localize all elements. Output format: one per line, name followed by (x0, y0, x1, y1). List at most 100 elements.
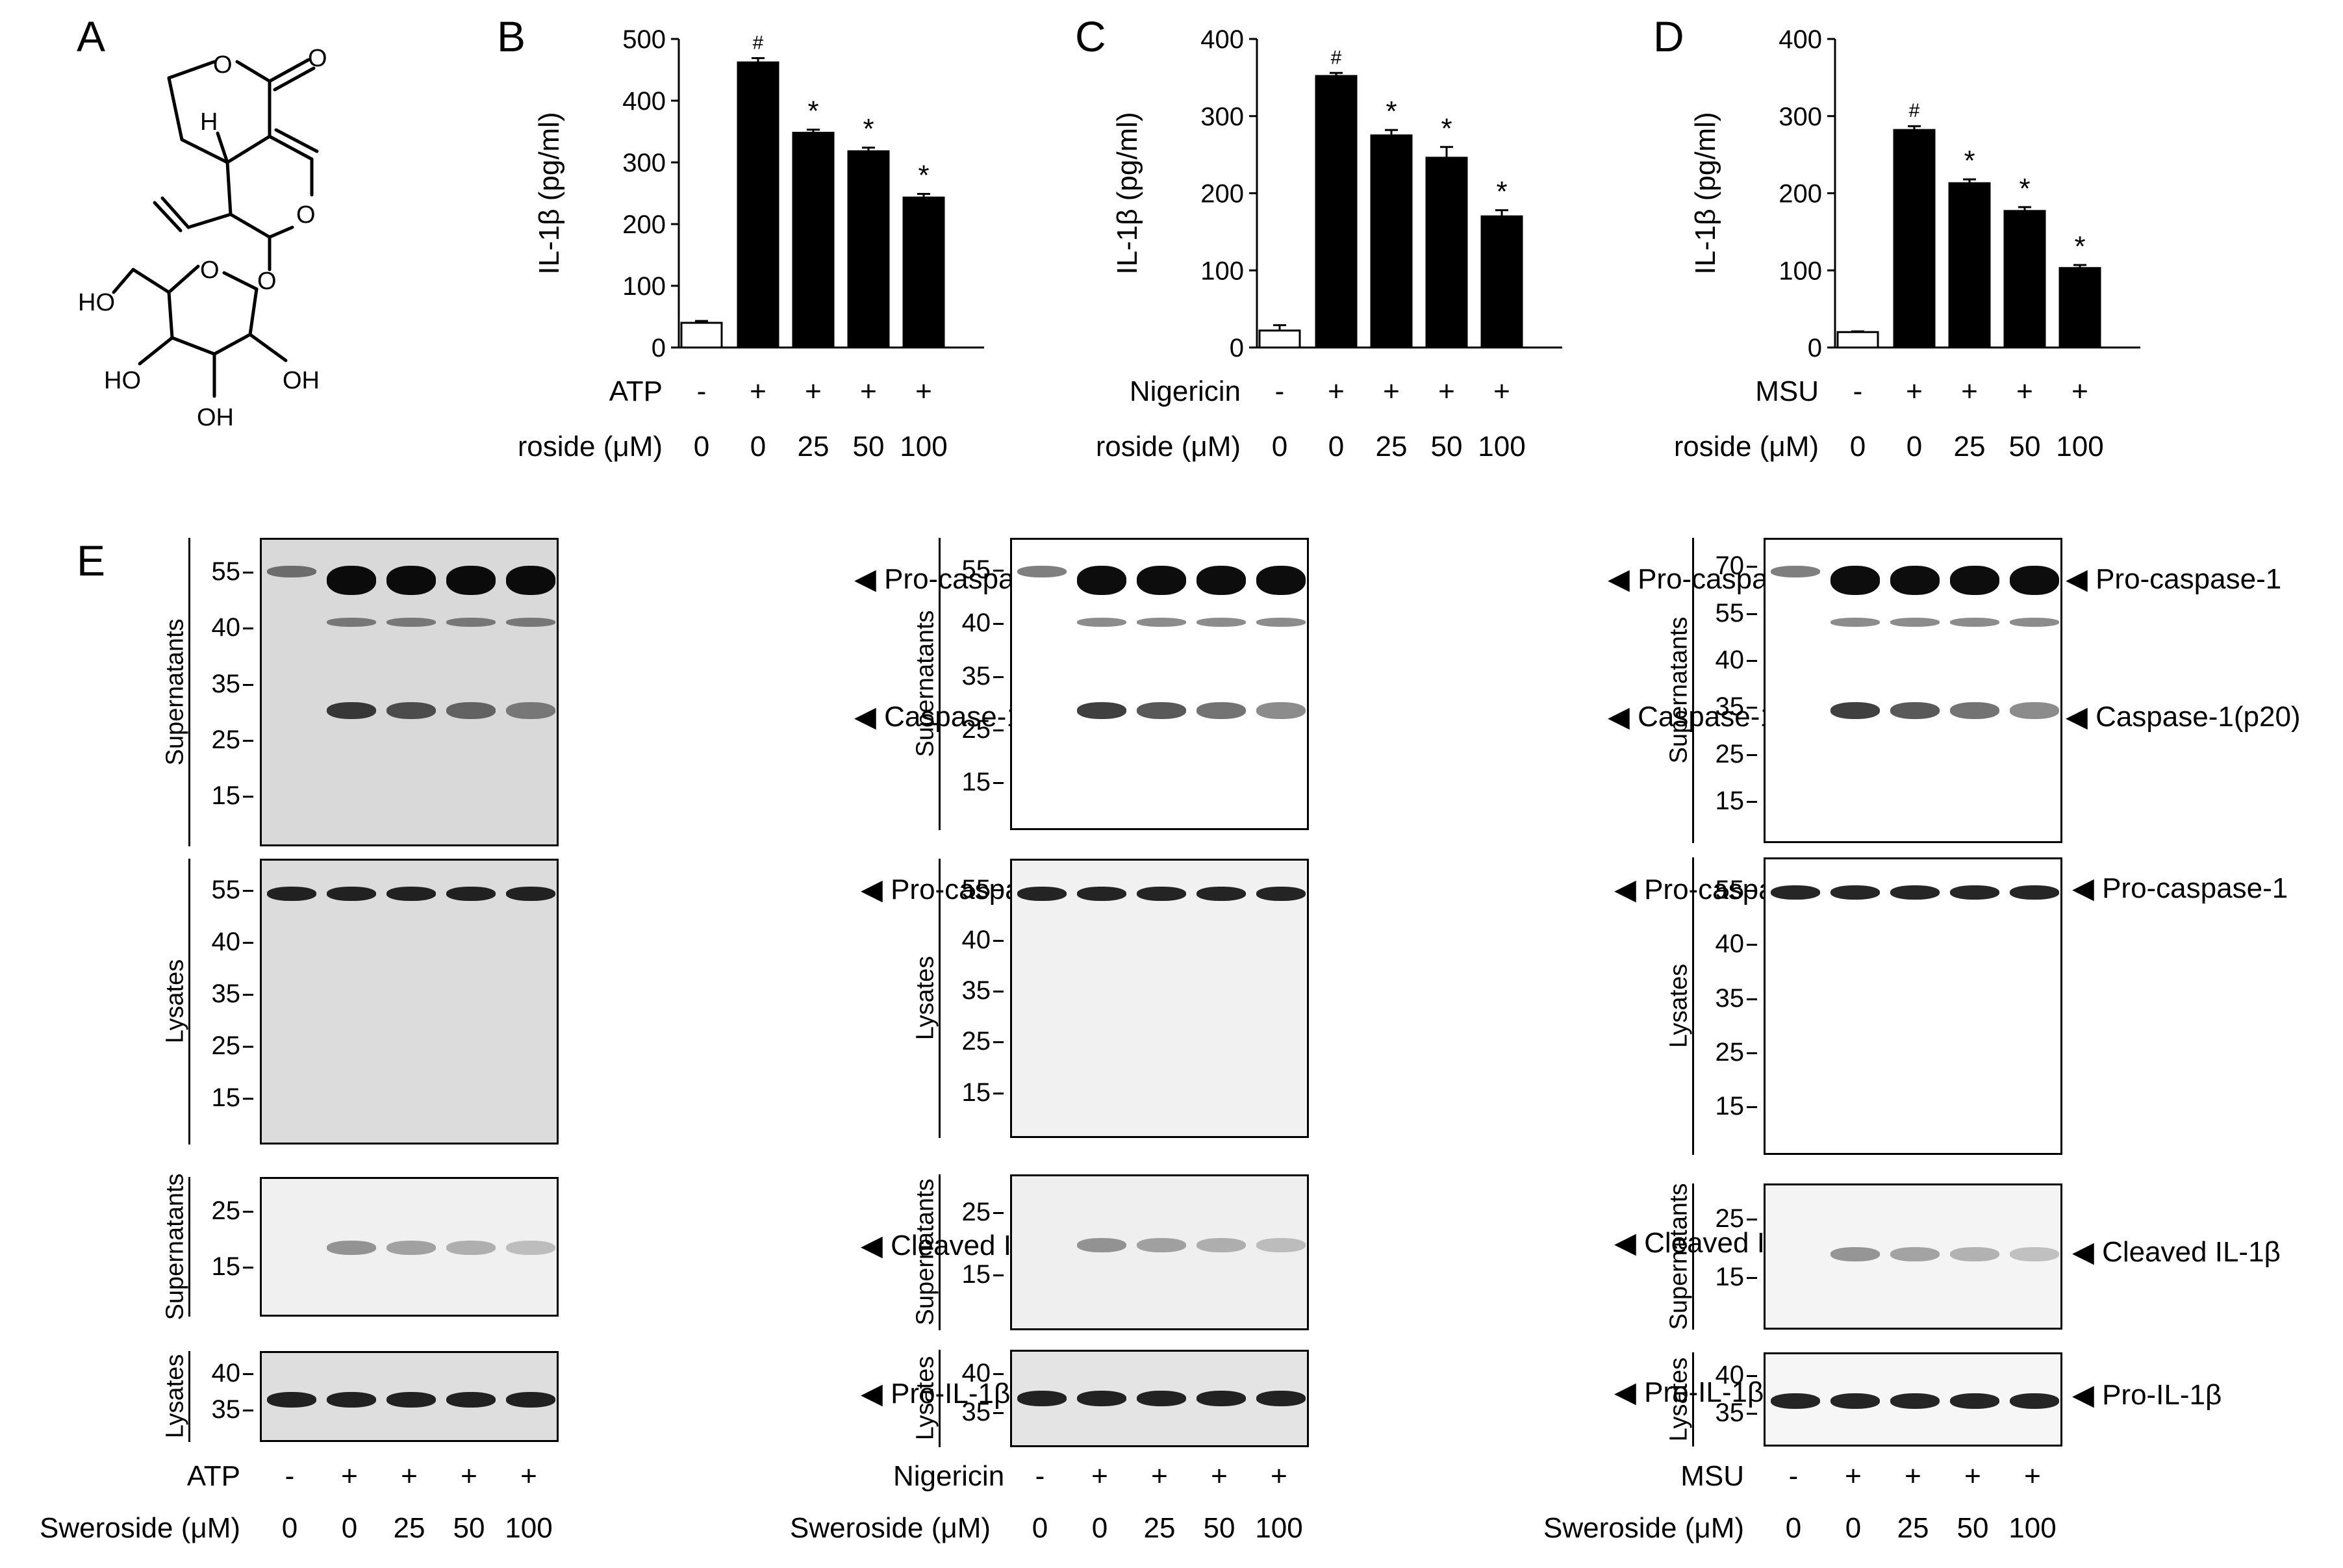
band-cleaved-il1b (1890, 1247, 1940, 1261)
dose-value: 25 (798, 431, 830, 462)
mw-marker: 40 (211, 613, 241, 642)
mw-tick (243, 1098, 253, 1100)
dose-value: 25 (1954, 431, 1986, 462)
band-pro-caspase-lysate (1830, 885, 1880, 900)
stimulus-label: Nigericin (1130, 375, 1241, 407)
mw-tick (243, 796, 253, 798)
bar (1258, 329, 1301, 349)
stimulus-sign: + (1151, 1460, 1168, 1492)
stimulus-sign: + (805, 375, 822, 407)
bar (680, 322, 723, 349)
y-tick-label: 200 (622, 210, 666, 239)
dose-value: 50 (1957, 1512, 1989, 1544)
y-tick-label: 400 (1200, 25, 1244, 54)
band-p20 (1256, 702, 1306, 719)
band-pro-caspase-lysate (506, 887, 555, 901)
band-minor (386, 618, 436, 627)
blot-lysate-caspase (1010, 859, 1309, 1138)
supernatants-label: Supernatants (911, 1178, 939, 1326)
band-pro-caspase-lysate (1890, 885, 1940, 900)
section-bracket (939, 1350, 941, 1447)
band-minor (2010, 618, 2059, 627)
stimulus-sign: + (915, 375, 932, 407)
stimulus-sign: + (2016, 375, 2033, 407)
mw-tick (993, 570, 1004, 572)
band-pro-caspase (446, 566, 496, 595)
y-tick-label: 100 (1200, 257, 1244, 285)
stimulus-sign: - (1275, 375, 1285, 407)
band-pro-il1b (1137, 1391, 1186, 1406)
y-tick-label: 200 (1200, 180, 1244, 209)
band-pro-il1b (386, 1392, 436, 1408)
band-pro-caspase-lysate (1137, 887, 1186, 901)
mw-marker: 40 (211, 1358, 241, 1387)
dose-value: 0 (1845, 1512, 1862, 1544)
section-bracket (1692, 1183, 1694, 1330)
y-tick-label: 100 (1779, 257, 1822, 285)
band-pro-il1b (1017, 1391, 1067, 1406)
mw-marker: 15 (1715, 1263, 1745, 1291)
band-pro-caspase (1771, 566, 1820, 577)
band-cleaved-il1b (2010, 1247, 2059, 1261)
mw-tick (243, 994, 253, 996)
blot-supernatant-il1b (1764, 1183, 2062, 1330)
band-cleaved-il1b (1197, 1238, 1246, 1252)
mw-tick (243, 571, 253, 574)
section-bracket (1692, 538, 1694, 843)
blot-lysate-il1b (260, 1351, 559, 1442)
significance-star: * (2074, 231, 2085, 262)
mw-marker: 25 (1715, 1204, 1745, 1233)
band-pro-caspase (506, 566, 555, 595)
section-bracket (188, 1351, 190, 1442)
mw-marker: 35 (1715, 1398, 1745, 1427)
mw-marker: 15 (211, 1083, 241, 1112)
significance-star: * (2019, 173, 2030, 205)
y-axis-label: IL-1β (pg/ml) (1111, 112, 1143, 274)
significance-star: * (807, 95, 818, 127)
band-pro-caspase (1137, 566, 1186, 595)
struct-oh-right: OH (283, 367, 320, 394)
mw-tick (993, 782, 1004, 785)
panel-label-c: C (1075, 12, 1106, 60)
stimulus-sign: + (401, 1460, 418, 1492)
bar (792, 131, 835, 349)
band-cleaved-il1b (386, 1241, 436, 1255)
dose-value: 50 (1203, 1512, 1235, 1544)
arrow-pro-caspase: ◀ Pro-caspase-1 (2066, 563, 2282, 595)
band-cleaved-il1b (506, 1241, 555, 1255)
band-pro-il1b (267, 1392, 316, 1408)
stimulus-label: MSU (1680, 1460, 1744, 1492)
blot-lysate-caspase (1764, 857, 2062, 1155)
panel-label-b: B (497, 12, 526, 60)
stimulus-sign: - (697, 375, 707, 407)
band-p20 (327, 702, 376, 719)
mw-tick (1747, 998, 1757, 1000)
band-p20 (1197, 702, 1246, 719)
mw-marker: 40 (1715, 929, 1745, 959)
stimulus-label: MSU (1755, 375, 1819, 407)
struct-pyran-o: O (296, 201, 316, 229)
band-minor (1256, 618, 1306, 627)
mw-tick (243, 1372, 253, 1375)
significance-star: * (1964, 145, 1975, 177)
mw-marker: 25 (211, 1031, 241, 1060)
panel-label-e: E (77, 537, 106, 585)
mw-tick (243, 1210, 253, 1213)
mw-marker: 15 (1715, 1092, 1745, 1121)
mw-marker: 55 (211, 876, 241, 904)
blot-lysate-il1b (1010, 1350, 1309, 1447)
mw-tick (993, 889, 1004, 891)
mw-marker: 55 (961, 874, 991, 904)
mw-marker: 55 (961, 555, 991, 585)
section-bracket (188, 1177, 190, 1317)
stimulus-sign: + (1961, 375, 1978, 407)
chart-c: 0 100 200 300 400 IL-1β (pg/ml) # * * * Nigericin -… (1098, 25, 1562, 462)
supernatants-label: Supernatants (911, 610, 939, 757)
dose-value: 100 (505, 1512, 553, 1544)
band-cleaved-il1b (1077, 1238, 1126, 1252)
mw-tick (243, 739, 253, 742)
stimulus-sign: - (285, 1460, 295, 1492)
dose-value: 25 (393, 1512, 425, 1544)
bar (1480, 215, 1523, 349)
y-tick-label: 300 (1200, 103, 1244, 131)
